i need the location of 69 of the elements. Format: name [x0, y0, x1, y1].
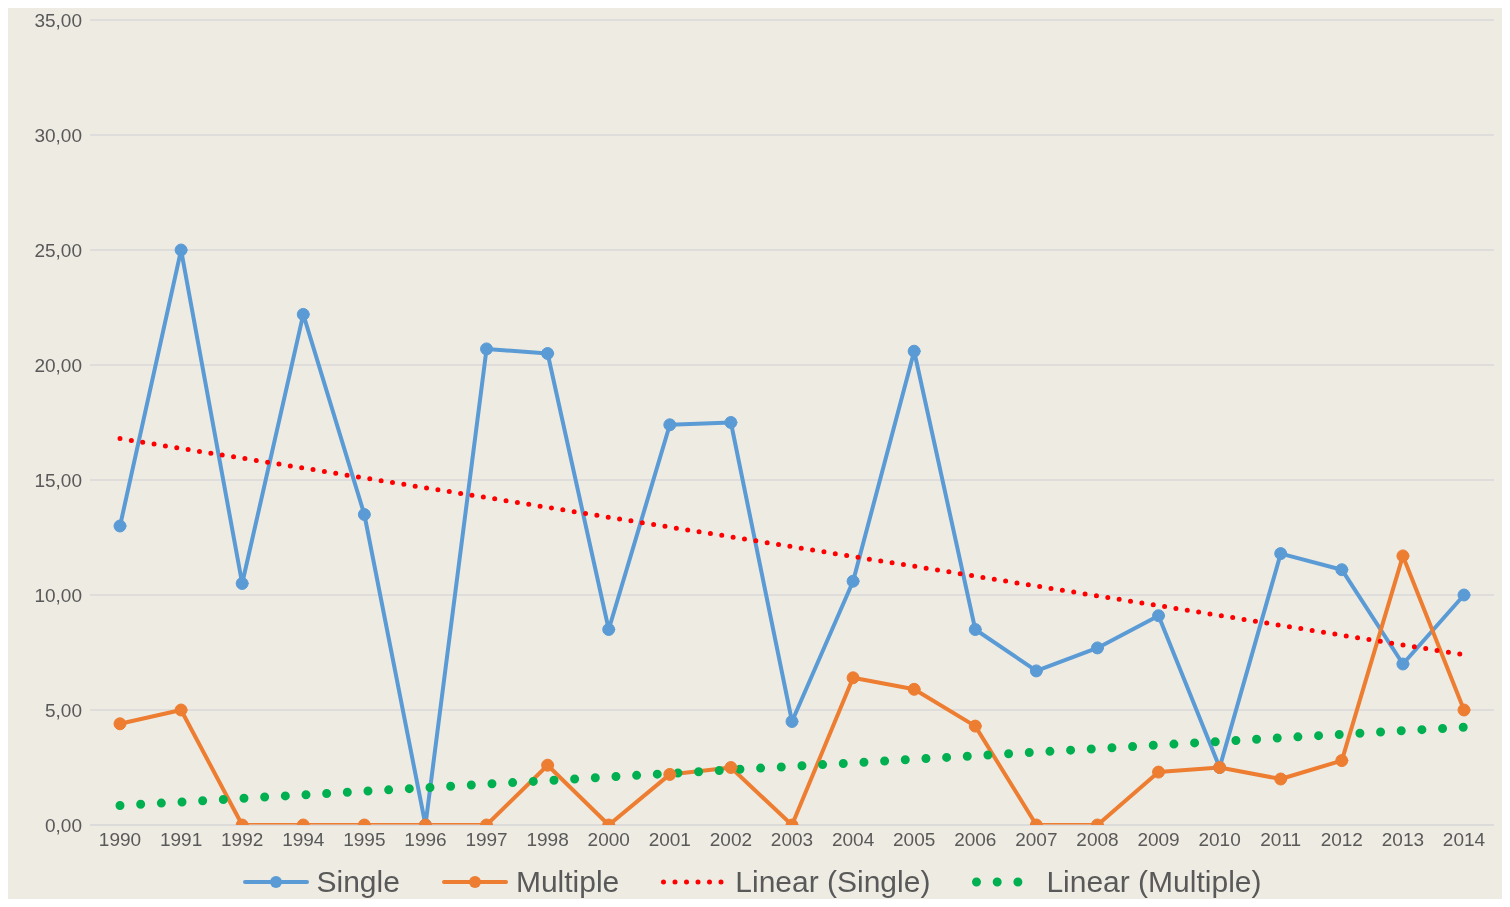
- x-tick-label: 2000: [587, 829, 630, 851]
- x-tick-label: 1992: [221, 829, 264, 851]
- x-tick-label: 2003: [770, 829, 814, 851]
- x-tick-label: 2005: [893, 829, 936, 851]
- y-tick-label: 25,00: [34, 239, 82, 261]
- x-tick-label: 2001: [648, 829, 691, 851]
- y-tick-label: 30,00: [34, 124, 82, 146]
- point: [846, 671, 860, 685]
- x-tick-label: 2011: [1260, 829, 1302, 851]
- point: [1457, 703, 1471, 717]
- legend-label: Single: [316, 865, 400, 899]
- legend-label: Linear (Single): [735, 865, 931, 899]
- point: [724, 416, 738, 429]
- x-tick-label: 2010: [1198, 829, 1241, 851]
- point: [968, 623, 982, 636]
- point: [907, 344, 921, 358]
- point: [968, 719, 982, 733]
- y-tick-label: 15,00: [34, 469, 82, 491]
- point: [846, 574, 860, 588]
- point: [1396, 549, 1410, 563]
- y-tick-label: 5,00: [45, 699, 82, 721]
- point: [724, 761, 738, 774]
- x-tick-label: 2014: [1442, 829, 1486, 851]
- x-tick-label: 1996: [404, 829, 447, 851]
- x-tick-label: 1994: [282, 829, 325, 851]
- point: [602, 623, 616, 636]
- legend-label: Linear (Multiple): [1046, 865, 1262, 899]
- y-tick-label: 10,00: [34, 584, 82, 606]
- point: [1274, 772, 1288, 786]
- point: [1029, 664, 1043, 678]
- point: [113, 519, 127, 533]
- x-tick-label: 1998: [526, 829, 569, 851]
- x-tick-label: 2007: [1015, 829, 1058, 851]
- y-tick-label: 35,00: [34, 9, 82, 31]
- point: [663, 418, 677, 432]
- x-tick-label: 2008: [1076, 829, 1119, 851]
- point: [1396, 657, 1410, 671]
- x-tick-label: 2009: [1137, 829, 1180, 851]
- point: [1457, 588, 1471, 602]
- point: [1152, 609, 1166, 623]
- x-tick-label: 2002: [709, 829, 753, 851]
- point: [357, 508, 371, 521]
- point: [113, 717, 127, 731]
- point: [907, 682, 921, 696]
- point: [541, 758, 555, 772]
- point: [1274, 547, 1288, 561]
- point: [174, 243, 188, 257]
- x-tick-label: 2004: [831, 829, 875, 851]
- point: [296, 307, 310, 321]
- x-tick-label: 2013: [1381, 829, 1425, 851]
- point: [1335, 563, 1349, 577]
- x-tick-label: 1990: [98, 829, 142, 851]
- x-tick-label: 1995: [343, 829, 386, 851]
- legend-label: Multiple: [515, 865, 620, 899]
- point: [1090, 641, 1104, 655]
- x-tick-label: 2012: [1320, 829, 1363, 851]
- y-tick-label: 20,00: [34, 354, 82, 376]
- x-tick-label: 1991: [159, 829, 203, 851]
- x-tick-label: 2006: [954, 829, 997, 851]
- point: [235, 577, 249, 590]
- point: [663, 767, 677, 781]
- point: [541, 347, 555, 360]
- point: [785, 715, 799, 728]
- x-tick-label: 1997: [465, 829, 508, 851]
- y-tick-label: 0,00: [45, 814, 82, 836]
- point: [1152, 765, 1166, 779]
- point: [480, 342, 494, 356]
- point: [174, 703, 188, 717]
- point: [1335, 754, 1349, 768]
